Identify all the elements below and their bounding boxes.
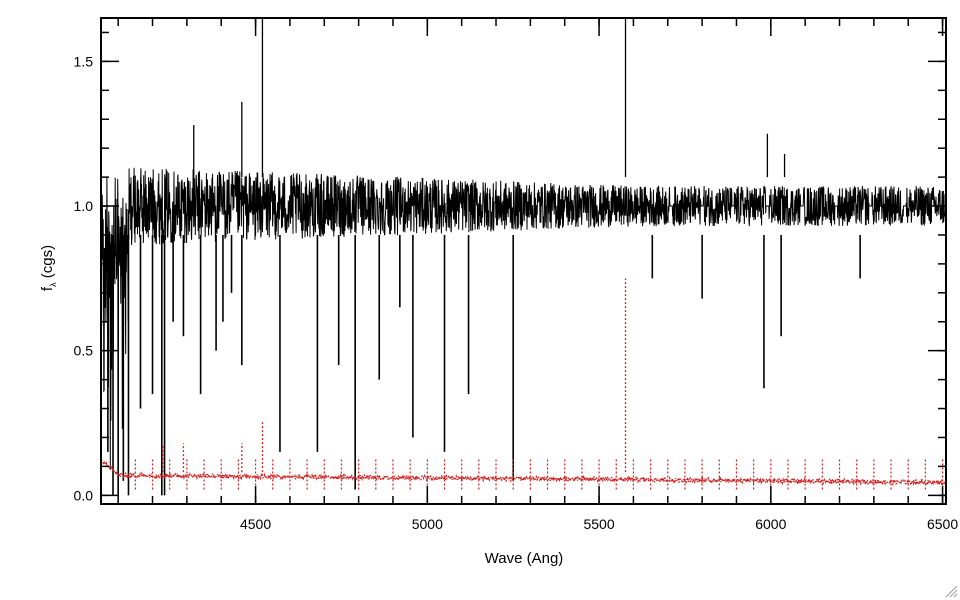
error-series-line [101, 457, 946, 487]
y-tick-label: 0.5 [74, 343, 94, 359]
resize-grip-icon[interactable] [944, 584, 958, 598]
y-axis-title-rest: (cgs) [39, 245, 56, 283]
x-axis-title: Wave (Ang) [485, 550, 564, 567]
y-axis-title: fλ (cgs) [39, 245, 58, 291]
x-tick-label: 5500 [583, 516, 614, 532]
svg-text:fλ (cgs): fλ (cgs) [39, 245, 58, 291]
y-axis-title-sub: λ [48, 282, 58, 287]
y-tick-label: 1.0 [74, 198, 94, 214]
y-tick-label: 0.0 [74, 487, 94, 503]
x-tick-label: 6000 [755, 516, 786, 532]
x-tick-label: 5000 [412, 516, 443, 532]
axis-ticks: 4500 5000 5500 6000 6500 0.0 0.5 1.0 1.5 [74, 18, 958, 532]
flux-series-line [101, 167, 946, 470]
plot-frame [100, 17, 947, 505]
y-axis-title-main: f [39, 286, 56, 291]
x-tick-label: 6500 [927, 516, 958, 532]
x-tick-label: 4500 [240, 516, 271, 532]
y-tick-label: 1.5 [74, 53, 94, 69]
